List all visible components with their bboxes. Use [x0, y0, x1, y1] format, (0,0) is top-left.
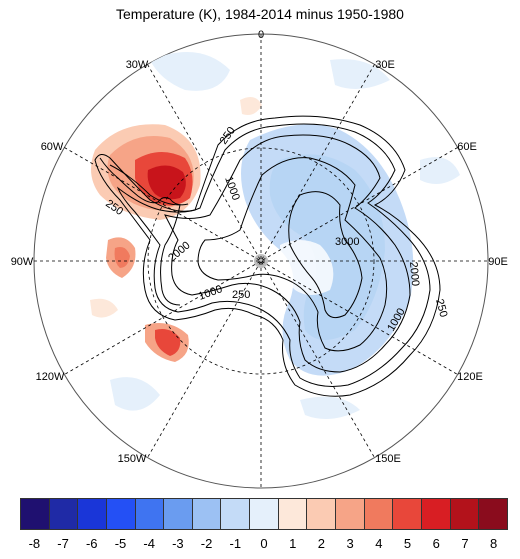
anomaly-peninsula-core	[147, 165, 186, 200]
contour-inner-peninsula	[109, 164, 181, 306]
anomaly-east-antarctica-inner	[269, 154, 385, 340]
colorbar-tick-label: -5	[114, 536, 127, 551]
meridian-60	[64, 147, 458, 375]
anomaly-blue-ocean-patch	[110, 377, 160, 411]
colorbar-swatch	[78, 498, 107, 530]
contour-3000	[288, 191, 363, 319]
contour-2000	[197, 157, 388, 352]
colorbar-tick-label: 8	[490, 536, 498, 551]
anomaly-warm-spot-120w-core	[155, 329, 181, 356]
colorbar-swatch	[135, 498, 165, 530]
anomaly-warm-patch	[240, 96, 262, 115]
contour-rough	[99, 157, 189, 206]
colorbar-swatch	[393, 498, 422, 530]
longitude-label-60w: 60W	[41, 141, 64, 153]
contours	[94, 115, 441, 397]
colorbar-tick-label: 1	[289, 536, 297, 551]
colorbar-swatch	[450, 498, 480, 530]
longitude-label-90w: 90W	[11, 256, 34, 268]
contour-label-2000: 2000	[407, 261, 421, 286]
colorbar-tick-label: 6	[432, 536, 440, 551]
colorbar-swatch	[364, 498, 394, 530]
colorbar-swatch	[479, 498, 508, 530]
colorbar-tick-label: 2	[317, 536, 326, 551]
colorbar-tick-label: -4	[143, 536, 155, 551]
south-pole-marker	[254, 254, 268, 268]
anomaly-blue-ocean-patch	[150, 52, 230, 91]
longitude-label-150e: 150E	[375, 453, 401, 465]
anomaly-field	[90, 52, 460, 419]
anomaly-warm-spot-90w-core	[114, 247, 130, 268]
colorbar-ticks: -8 -7 -6 -5 -4 -3 -2 -1 0 1 2 3 4 5 6 7 8	[0, 536, 520, 556]
contour-label-250: 250	[433, 298, 449, 319]
longitude-label-90e: 90E	[488, 256, 508, 268]
anomaly-blue-ocean-patch	[300, 396, 360, 419]
anomaly-warm-patch	[90, 298, 118, 318]
meridian-30	[147, 64, 375, 458]
colorbar-tick-label: 5	[403, 536, 412, 551]
anomaly-blue-ocean-patch	[330, 59, 390, 89]
colorbar-swatch	[278, 498, 308, 530]
longitude-label-30w: 30W	[126, 59, 149, 71]
longitude-label-60e: 60E	[457, 141, 477, 153]
colorbar	[20, 498, 508, 530]
colorbar-swatch	[421, 498, 451, 530]
colorbar-swatch	[164, 498, 193, 530]
contour-label-3000: 3000	[335, 236, 359, 248]
colorbar-tick-label: -1	[229, 536, 242, 551]
colorbar-swatch	[192, 498, 222, 530]
colorbar-tick-label: -3	[172, 536, 184, 551]
graticule	[34, 34, 488, 488]
colorbar-swatch	[106, 498, 136, 530]
anomaly-white-region	[280, 240, 334, 295]
colorbar-tick-label: 3	[346, 536, 354, 551]
polar-map: 0 30E 60E 90E 120E 150E 30W 60W 90W 120W…	[11, 29, 508, 489]
colorbar-tick-label: 4	[375, 536, 383, 551]
longitude-label-0: 0	[258, 29, 264, 41]
coastline	[94, 115, 441, 397]
colorbar-tick-label: 0	[260, 536, 268, 551]
contour-label-250: 250	[232, 289, 250, 301]
colorbar-tick-label: -7	[57, 536, 69, 551]
meridian-150	[147, 64, 375, 458]
meridian-120	[64, 147, 458, 375]
colorbar-swatch	[20, 498, 50, 530]
map-title: Temperature (K), 1984-2014 minus 1950-19…	[116, 6, 404, 22]
colorbar-swatch	[250, 498, 279, 530]
colorbar-swatch	[307, 498, 337, 530]
longitude-label-150w: 150W	[118, 453, 147, 465]
colorbar-tick-label: -6	[85, 536, 98, 551]
longitude-label-30e: 30E	[375, 59, 395, 71]
colorbar-tick-label: 7	[461, 536, 469, 551]
contour-1000	[164, 134, 411, 373]
contour-250	[116, 123, 431, 387]
colorbar-swatch	[49, 498, 79, 530]
colorbar-tick-label: -2	[200, 536, 213, 551]
colorbar-tick-label: -8	[28, 536, 41, 551]
longitude-label-120w: 120W	[36, 371, 65, 383]
longitude-label-120e: 120E	[457, 371, 483, 383]
colorbar-swatch	[336, 498, 365, 530]
colorbar-swatch	[221, 498, 251, 530]
